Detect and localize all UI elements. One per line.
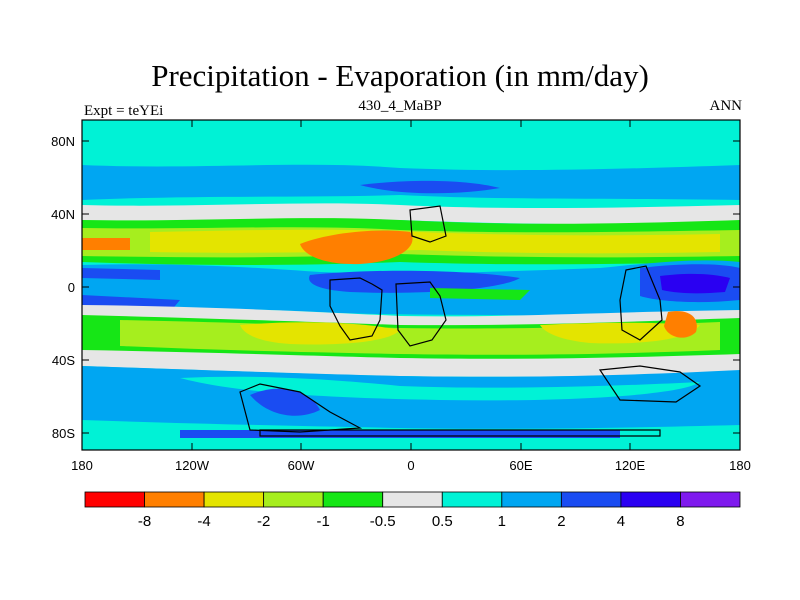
storm-track-north-core	[360, 180, 500, 194]
lat-label-80s: 80S	[52, 426, 75, 441]
colorbar-swatch	[263, 491, 324, 508]
lon-label-180-left: 180	[71, 458, 93, 473]
africa-outline	[395, 281, 447, 347]
colorbar-swatch	[382, 491, 443, 508]
antarctic-shelf-outline	[259, 429, 661, 437]
axis-ticks	[81, 120, 741, 450]
colorbar-label: -0.5	[370, 513, 396, 530]
dry-patch-south-east	[664, 311, 697, 338]
lon-label-120w: 120W	[175, 458, 210, 473]
colorbar-swatch	[203, 491, 265, 508]
south-america-outline	[329, 277, 383, 341]
antarctic-coast	[180, 430, 620, 438]
period-label: 430_4_MaBP	[358, 98, 442, 114]
lat-label-40n: 40N	[51, 207, 75, 222]
dry-patch-north	[300, 230, 413, 265]
lon-label-60w: 60W	[288, 458, 315, 473]
colorbar: -8 -4 -2 -1 -0.5 0.5 1 2 4 8	[84, 491, 741, 530]
lon-label-120e: 120E	[615, 458, 646, 473]
subtropics-south-yellow-east	[540, 322, 700, 344]
colorbar-swatch	[501, 491, 562, 508]
itcz-max-east	[660, 273, 730, 294]
coastlines	[239, 205, 702, 437]
colorbar-swatch	[84, 491, 145, 508]
colorbar-swatch	[680, 491, 741, 508]
colorbar-label: 2	[557, 513, 565, 530]
lat-label-40s: 40S	[52, 353, 75, 368]
lon-label-60e: 60E	[509, 458, 532, 473]
itcz-core-west	[82, 268, 160, 280]
dry-patch-west	[82, 238, 130, 250]
antarctica-outline	[239, 383, 363, 433]
colorbar-swatch	[560, 491, 622, 508]
colorbar-label: 8	[676, 513, 684, 530]
itcz-core-central	[309, 270, 520, 293]
lon-label-0: 0	[407, 458, 414, 473]
europe-outline	[409, 205, 447, 243]
colorbar-swatch	[144, 491, 205, 508]
colorbar-label: 1	[498, 513, 506, 530]
subtropics-north-yellow	[150, 229, 720, 254]
map-panel: 80N 40N 0 40S 80S 180 120W 60W 0 60E 120…	[51, 119, 751, 473]
lat-label-equator: 0	[68, 280, 75, 295]
equatorial-green-patch	[430, 288, 530, 300]
lat-label-80n: 80N	[51, 134, 75, 149]
colorbar-label: -1	[317, 513, 330, 530]
season-label: ANN	[709, 98, 743, 114]
colorbar-label: 0.5	[432, 513, 453, 530]
storm-track-south-cyan	[180, 376, 700, 401]
colorbar-label: -4	[197, 513, 210, 530]
subtropics-south-yellow-west	[240, 322, 400, 345]
lon-label-180-right: 180	[729, 458, 751, 473]
asia-outline	[619, 265, 663, 341]
plot-title: Precipitation - Evaporation (in mm/day)	[151, 58, 649, 93]
colorbar-swatch	[620, 491, 681, 508]
colorbar-label: 4	[617, 513, 625, 530]
colorbar-label: -8	[138, 513, 151, 530]
experiment-label: Expt = teYEi	[84, 103, 164, 119]
colorbar-swatch	[441, 491, 503, 508]
colorbar-swatch	[322, 491, 384, 508]
storm-track-south-core	[250, 388, 320, 416]
transition-south-mid	[82, 350, 740, 377]
australia-outline	[598, 365, 702, 403]
colorbar-label: -2	[257, 513, 270, 530]
